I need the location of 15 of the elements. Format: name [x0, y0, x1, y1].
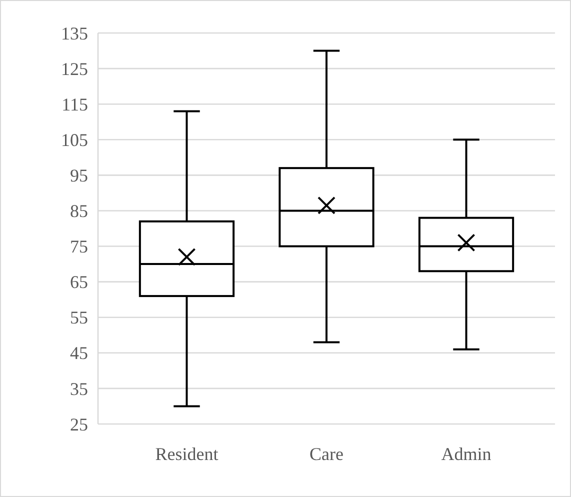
- x-tick-label: Care: [310, 444, 344, 464]
- y-tick-label: 45: [70, 343, 88, 364]
- y-tick-label: 125: [61, 58, 88, 79]
- y-tick-label: 55: [70, 308, 88, 328]
- y-tick-label: 115: [62, 94, 88, 114]
- y-tick-label: 85: [70, 201, 88, 222]
- y-tick-label: 105: [61, 130, 88, 150]
- y-tick-label: 35: [70, 378, 88, 399]
- x-tick-label: Admin: [441, 444, 492, 464]
- y-tick-label: 75: [70, 236, 88, 257]
- y-tick-label: 25: [70, 414, 88, 434]
- y-tick-label: 65: [70, 272, 88, 292]
- x-tick-label: Resident: [155, 444, 218, 464]
- y-tick-label: 135: [61, 23, 88, 44]
- y-tick-label: 95: [70, 165, 88, 186]
